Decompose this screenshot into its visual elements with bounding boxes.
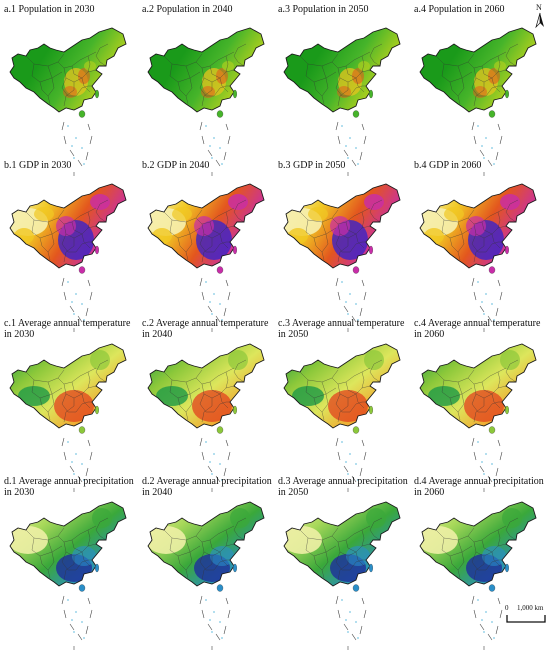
temperature-map-4 — [419, 343, 537, 492]
temperature-panel-3: c.3 Average annual temperature in 2050 — [278, 318, 412, 492]
north-arrow-icon — [535, 12, 544, 29]
panel-title: c.1 Average annual temperature in 2030 — [4, 318, 131, 340]
precipitation-panel-2: d.2 Average annual precipitation in 2040 — [142, 476, 276, 650]
population-panel-4: a.4 Population in 2060 — [414, 4, 548, 176]
precipitation-panel-4: d.4 Average annual precipitation in 2060 — [414, 476, 548, 650]
north-label: N — [536, 3, 542, 12]
temperature-panel-2: c.2 Average annual temperature in 2040 — [142, 318, 276, 492]
panel-title: b.1 GDP in 2030 — [4, 160, 72, 171]
gdp-map-1 — [9, 183, 127, 332]
gdp-panel-1: b.1 GDP in 2030 — [4, 160, 138, 332]
scale-distance: 1,000 km — [517, 604, 544, 612]
gdp-map-4 — [419, 183, 537, 332]
scale-zero: 0 — [505, 604, 509, 612]
precipitation-map-1 — [9, 501, 127, 650]
temperature-panel-1: c.1 Average annual temperature in 2030 — [4, 318, 138, 492]
precipitation-panel-3: d.3 Average annual precipitation in 2050 — [278, 476, 412, 650]
precipitation-map-4 — [419, 501, 537, 650]
panel-title: b.2 GDP in 2040 — [142, 160, 210, 171]
temperature-map-3 — [283, 343, 401, 492]
panel-title: c.4 Average annual temperature in 2060 — [414, 318, 541, 340]
panel-title: a.3 Population in 2050 — [278, 4, 369, 15]
panel-title: c.2 Average annual temperature in 2040 — [142, 318, 269, 340]
panel-title: d.2 Average annual precipitation in 2040 — [142, 476, 272, 498]
temperature-map-2 — [147, 343, 265, 492]
north-arrow: N — [533, 3, 547, 29]
gdp-panel-4: b.4 GDP in 2060 — [414, 160, 548, 332]
panel-title: b.3 GDP in 2050 — [278, 160, 346, 171]
panel-title: a.2 Population in 2040 — [142, 4, 233, 15]
scale-bar: 0 1,000 km — [503, 604, 549, 626]
panel-title: b.4 GDP in 2060 — [414, 160, 482, 171]
population-map-2 — [147, 27, 265, 176]
panel-title: d.4 Average annual precipitation in 2060 — [414, 476, 544, 498]
population-map-4 — [419, 27, 537, 176]
precipitation-map-3 — [283, 501, 401, 650]
population-map-1 — [9, 27, 127, 176]
panel-title: d.3 Average annual precipitation in 2050 — [278, 476, 408, 498]
population-map-3 — [283, 27, 401, 176]
precipitation-map-2 — [147, 501, 265, 650]
gdp-panel-3: b.3 GDP in 2050 — [278, 160, 412, 332]
gdp-map-2 — [147, 183, 265, 332]
panel-title: a.1 Population in 2030 — [4, 4, 95, 15]
gdp-panel-2: b.2 GDP in 2040 — [142, 160, 276, 332]
population-panel-3: a.3 Population in 2050 — [278, 4, 412, 176]
temperature-map-1 — [9, 343, 127, 492]
temperature-panel-4: c.4 Average annual temperature in 2060 — [414, 318, 548, 492]
panel-title: d.1 Average annual precipitation in 2030 — [4, 476, 134, 498]
panel-title: c.3 Average annual temperature in 2050 — [278, 318, 405, 340]
precipitation-panel-1: d.1 Average annual precipitation in 2030 — [4, 476, 138, 650]
population-panel-2: a.2 Population in 2040 — [142, 4, 276, 176]
panel-title: a.4 Population in 2060 — [414, 4, 505, 15]
scale-bar-line — [506, 615, 546, 623]
population-panel-1: a.1 Population in 2030 — [4, 4, 138, 176]
gdp-map-3 — [283, 183, 401, 332]
